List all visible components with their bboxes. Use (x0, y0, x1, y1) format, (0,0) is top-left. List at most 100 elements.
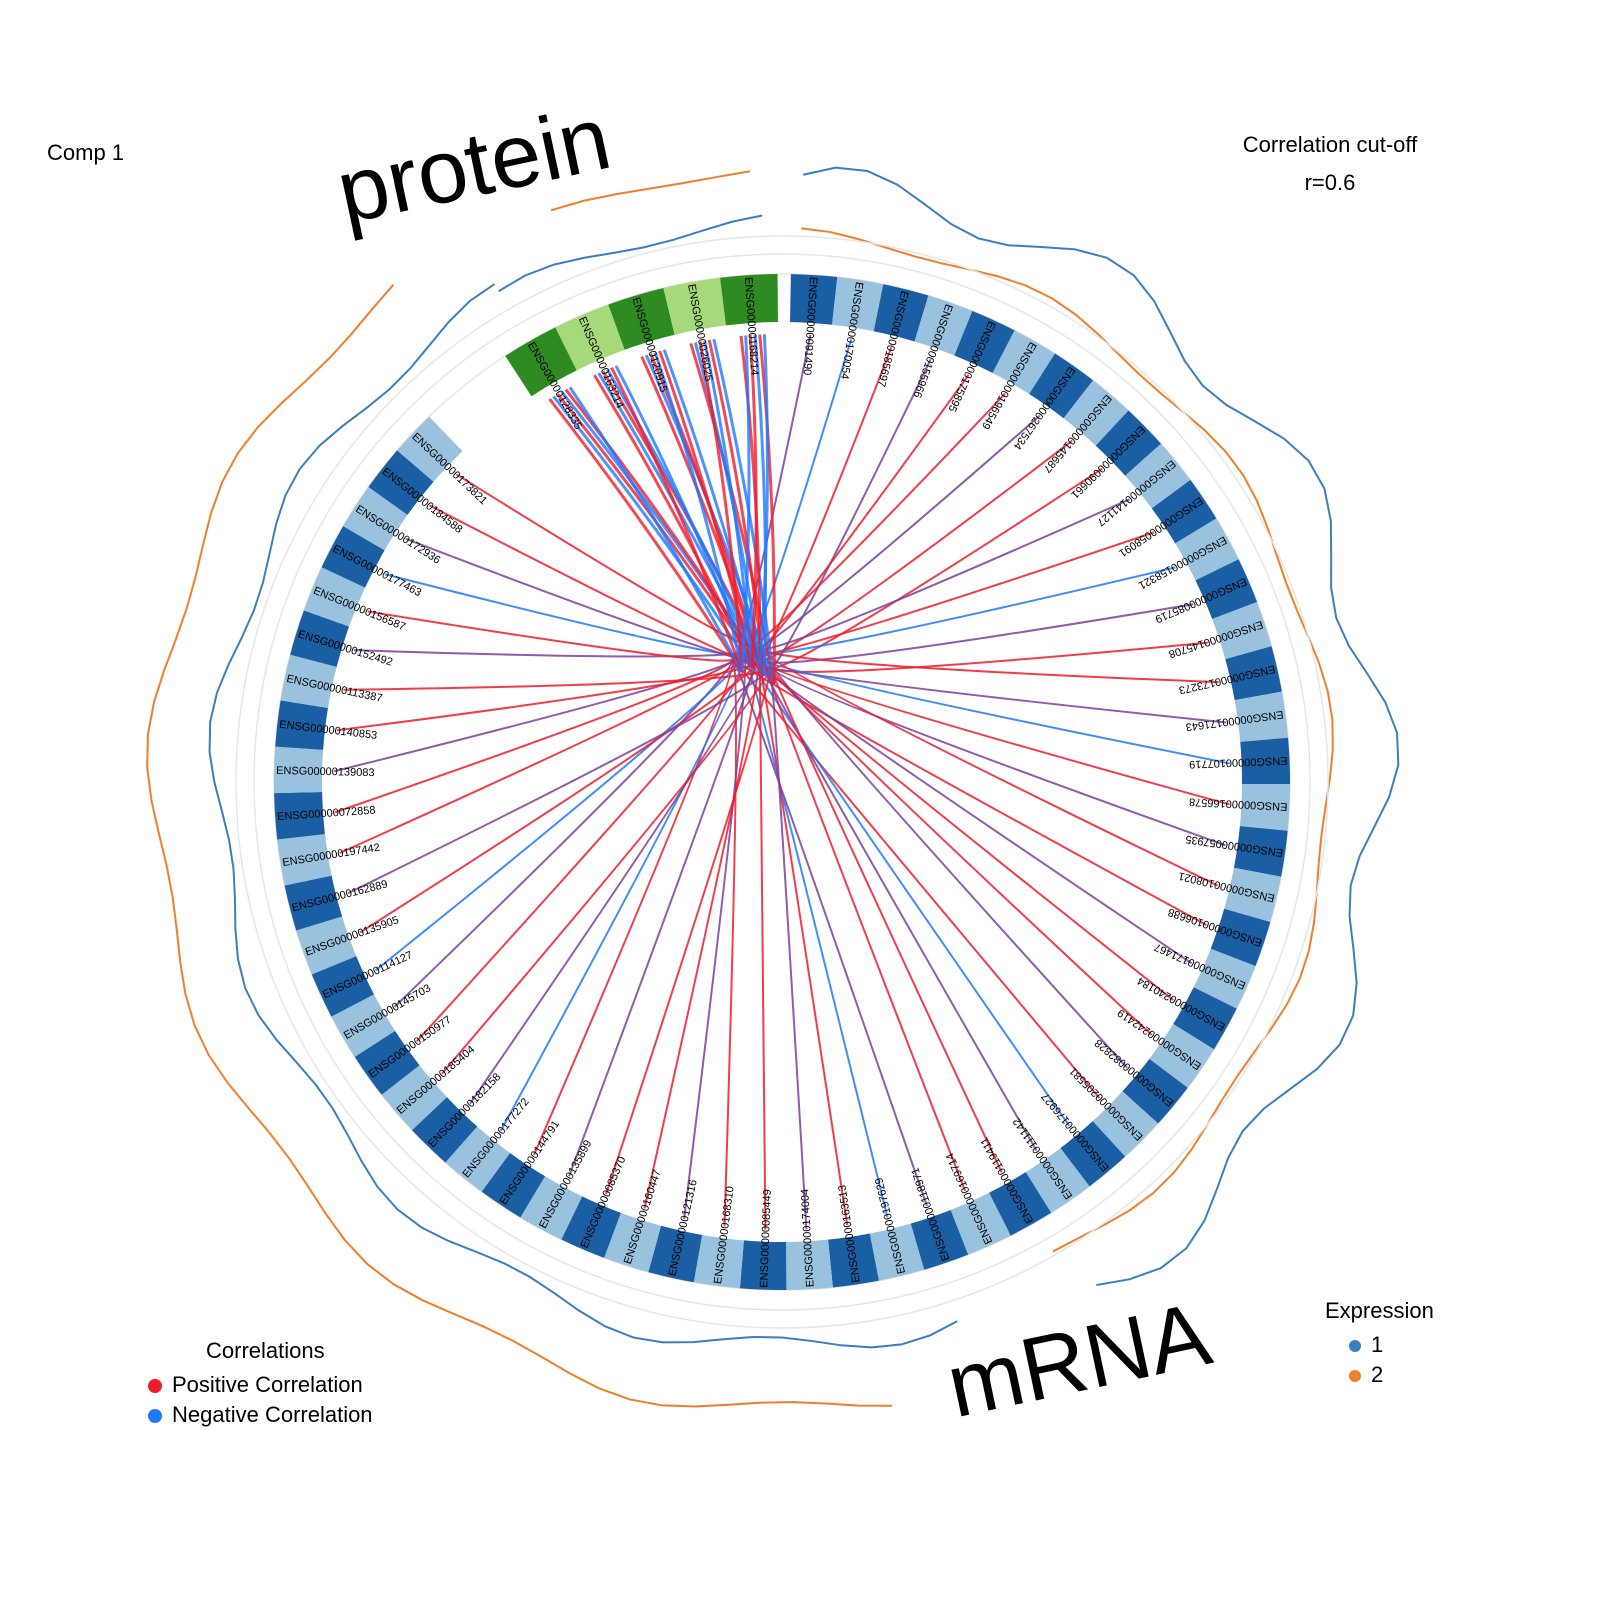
positive-dot-icon (148, 1379, 162, 1394)
grid-circle (235, 235, 1329, 1329)
legend-label-expr2: 2 (1371, 1362, 1384, 1387)
feature-segment (505, 327, 577, 397)
feature-segment (303, 567, 366, 627)
mrna-expression-2-track (801, 227, 1334, 1253)
feature-segment (381, 1065, 447, 1131)
feature-segment (481, 1152, 546, 1218)
correlation-link (605, 666, 772, 1195)
feature-segment (321, 526, 385, 588)
legend-label-positive: Positive Correlation (172, 1372, 363, 1397)
negative-dot-icon (148, 1409, 162, 1424)
correlation-bundle (698, 341, 744, 673)
feature-segment (290, 610, 350, 667)
legend-item-expr2: 2 (1349, 1362, 1434, 1392)
correlation-bundle (658, 350, 754, 669)
correlation-bundle (548, 398, 744, 673)
feature-segment (280, 654, 337, 709)
feature-segment (914, 295, 973, 356)
feature-segment (1175, 518, 1239, 581)
feature-segment (343, 487, 408, 551)
cutoff-title: Correlation cut-off (1242, 132, 1418, 157)
feature-segment (397, 416, 463, 482)
correlation-link (769, 666, 1226, 847)
feature-segment (1240, 737, 1290, 785)
feature-segment (1122, 1058, 1188, 1124)
correlation-link (367, 610, 734, 662)
feature-segment (693, 1235, 744, 1289)
correlation-bundle (740, 335, 751, 673)
correlation-link (723, 657, 738, 1227)
correlation-bundle (758, 334, 769, 665)
correlation-link (532, 657, 735, 1156)
feature-segment (1239, 784, 1290, 831)
correlation-link (393, 657, 735, 1008)
feature-segment (555, 304, 625, 371)
cutoff-value: r=0.6 (1304, 170, 1356, 195)
correlation-link (499, 652, 746, 1132)
feature-segment (274, 792, 325, 840)
correlation-link (769, 467, 1103, 670)
correlation-link (758, 498, 1130, 651)
feature-segment (1063, 380, 1129, 446)
feature-segment (663, 277, 726, 335)
correlation-bundle (568, 386, 744, 673)
expression-legend: Expression 1 2 (1325, 1298, 1434, 1392)
correlation-bundle (748, 335, 758, 669)
feature-segment (608, 288, 675, 350)
feature-segment (445, 1126, 510, 1192)
feature-segment (832, 277, 884, 332)
feature-segment (561, 1196, 621, 1258)
feature-segment (1224, 867, 1282, 923)
feature-segments (274, 274, 1290, 1290)
legend-item-negative: Negative Correlation (148, 1402, 373, 1432)
feature-segment (604, 1212, 662, 1273)
feature-segment (869, 1223, 925, 1281)
correlation-link (336, 659, 760, 732)
feature-segment (1060, 1121, 1126, 1187)
feature-segment (790, 274, 838, 325)
feature-segment (1151, 479, 1217, 544)
expression-legend-title: Expression (1325, 1298, 1434, 1323)
legend-label-negative: Negative Correlation (172, 1402, 373, 1427)
correlation-link (769, 358, 932, 669)
feature-segment (1029, 353, 1094, 419)
feature-segment (1025, 1148, 1090, 1213)
legend-label-expr1: 1 (1371, 1332, 1384, 1357)
correlation-link (769, 666, 808, 1230)
feature-segment (720, 274, 778, 326)
feature-segment (1234, 691, 1289, 742)
correlation-bundle (758, 334, 776, 685)
feature-label: ENSG00000085449 (758, 1189, 774, 1288)
correlation-link (757, 439, 1073, 662)
feature-segment (311, 956, 374, 1017)
correlation-link (333, 652, 746, 773)
feature-segment (520, 1176, 583, 1240)
feature-label: ENSG00000139083 (276, 765, 375, 779)
correlation-link (343, 666, 772, 691)
mrna-expression-1-track-b (208, 283, 958, 1349)
feature-segment (296, 916, 357, 975)
feature-segment (411, 1097, 478, 1163)
feature-label: ENSG00000166578 (1189, 795, 1288, 812)
feature-segment (954, 310, 1015, 374)
cutoff-box: Correlation cut-off r=0.6 (1230, 132, 1430, 196)
protein-block-label: protein (329, 88, 619, 243)
correlation-link (441, 666, 772, 1075)
feature-segment (1210, 908, 1271, 967)
protein-expression-2-track (550, 170, 751, 212)
expression-tracks (146, 166, 1400, 1408)
correlation-bundle (753, 334, 768, 677)
correlation-link (758, 647, 1219, 887)
correlation-bundle (610, 366, 744, 673)
mrna-block-label: mRNA (939, 1284, 1219, 1437)
feature-segment (1212, 602, 1272, 660)
feature-label: ENSG00000174004 (799, 1189, 816, 1288)
expr1-dot-icon (1349, 1340, 1361, 1353)
feature-segment (284, 875, 343, 931)
feature-label: ENSG00000107719 (1189, 754, 1288, 770)
expr2-dot-icon (1349, 1370, 1361, 1383)
feature-segment (1195, 559, 1258, 620)
feature-segment (1092, 1091, 1159, 1157)
feature-segment (992, 330, 1055, 395)
feature-segment (368, 450, 434, 515)
